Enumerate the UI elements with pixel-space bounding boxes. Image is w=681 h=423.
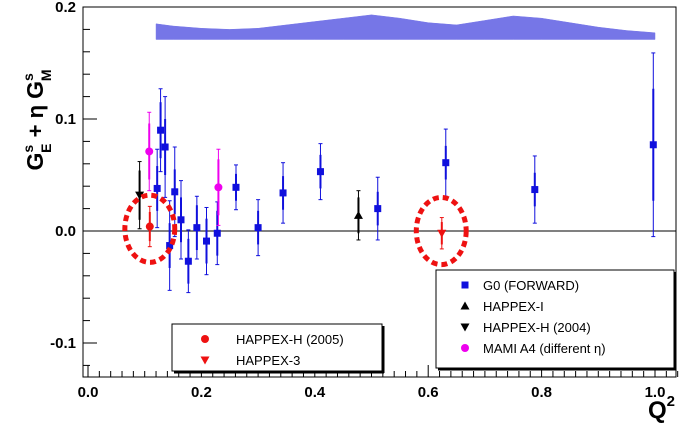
data-point [153, 184, 161, 192]
x-axis-label: Q2 [648, 393, 675, 423]
plot-border [82, 6, 677, 378]
data-point [161, 143, 169, 151]
data-point [254, 224, 262, 232]
legend-box [171, 323, 383, 372]
x-tick-label: 0.4 [304, 384, 326, 401]
data-point [214, 183, 223, 192]
legend-marker [460, 301, 470, 310]
x-label-q: Q [648, 397, 667, 423]
data-point [437, 229, 447, 238]
legend-label: HAPPEX-H (2005) [236, 332, 344, 347]
highlight-ellipse [413, 194, 469, 268]
x-label-sup: 2 [667, 393, 675, 410]
y-label-g1-sup: s [20, 145, 36, 153]
data-point [184, 257, 192, 265]
legend-label: HAPPEX-H (2004) [483, 320, 591, 335]
data-point [193, 224, 201, 232]
legend-label: HAPPEX-3 [236, 353, 300, 368]
data-point [213, 229, 221, 237]
x-tick-label: 0.8 [531, 384, 552, 401]
legends: G0 (FORWARD) HAPPEX-I HAPPEX-H (2004) MAMI … [171, 269, 677, 374]
highlight-ellipse [122, 192, 178, 265]
data-point [203, 237, 211, 245]
y-label-g1-sub: E [38, 143, 54, 152]
data-point [135, 191, 145, 200]
svg-text:GsE + η GsM: Gs E + η Gs M [20, 69, 54, 170]
data-point [279, 189, 287, 197]
data-point [374, 205, 382, 213]
y-tick-label: 0.0 [55, 223, 76, 240]
x-tick-label: 1.0 [645, 384, 666, 401]
legend-label: G0 (FORWARD) [483, 278, 579, 293]
y-label-g2: G [22, 81, 48, 99]
y-label-g2-sup: s [20, 73, 36, 81]
data-point [649, 141, 657, 149]
data-point [171, 188, 179, 196]
data-point [157, 126, 165, 134]
data-point [145, 147, 154, 156]
data-point [316, 168, 324, 176]
y-tick-label: -0.1 [50, 335, 76, 352]
legend-label: MAMI A4 (different η) [483, 341, 606, 356]
data-point [145, 222, 154, 231]
axis-ticks [83, 6, 679, 377]
data-point [177, 216, 185, 224]
legend-marker [461, 344, 469, 352]
data-point [232, 183, 240, 191]
legend-marker [200, 356, 210, 365]
data-point [442, 159, 450, 167]
legend-box [435, 269, 675, 369]
x-tick-label: 0.0 [78, 384, 99, 401]
x-tick-label: 0.2 [191, 384, 212, 401]
axis-tick-labels: 0.0 0.2 0.4 0.6 0.8 1.0 -0.1 0.0 0.1 0.2 [50, 0, 665, 401]
legend-marker [460, 323, 470, 332]
y-tick-label: 0.2 [55, 0, 76, 16]
legend-marker [201, 335, 209, 343]
legend-marker [461, 281, 469, 289]
y-label-g2-sub: M [38, 69, 54, 81]
y-label-plus-eta: + η [23, 99, 48, 144]
legend-label: HAPPEX-I [483, 299, 544, 314]
y-label-g1: G [22, 153, 48, 171]
y-tick-label: 0.1 [55, 111, 76, 128]
data-points [135, 52, 657, 294]
data-point [531, 186, 539, 194]
systematic-band-layer [155, 14, 656, 40]
y-axis-label: Gs E + η Gs M [20, 69, 54, 170]
systematic-error-band [155, 14, 656, 40]
x-tick-label: 0.6 [418, 384, 439, 401]
plot-frame [82, 6, 677, 378]
data-point [353, 210, 363, 219]
highlight-ellipses [122, 192, 469, 268]
data-point [166, 242, 174, 250]
